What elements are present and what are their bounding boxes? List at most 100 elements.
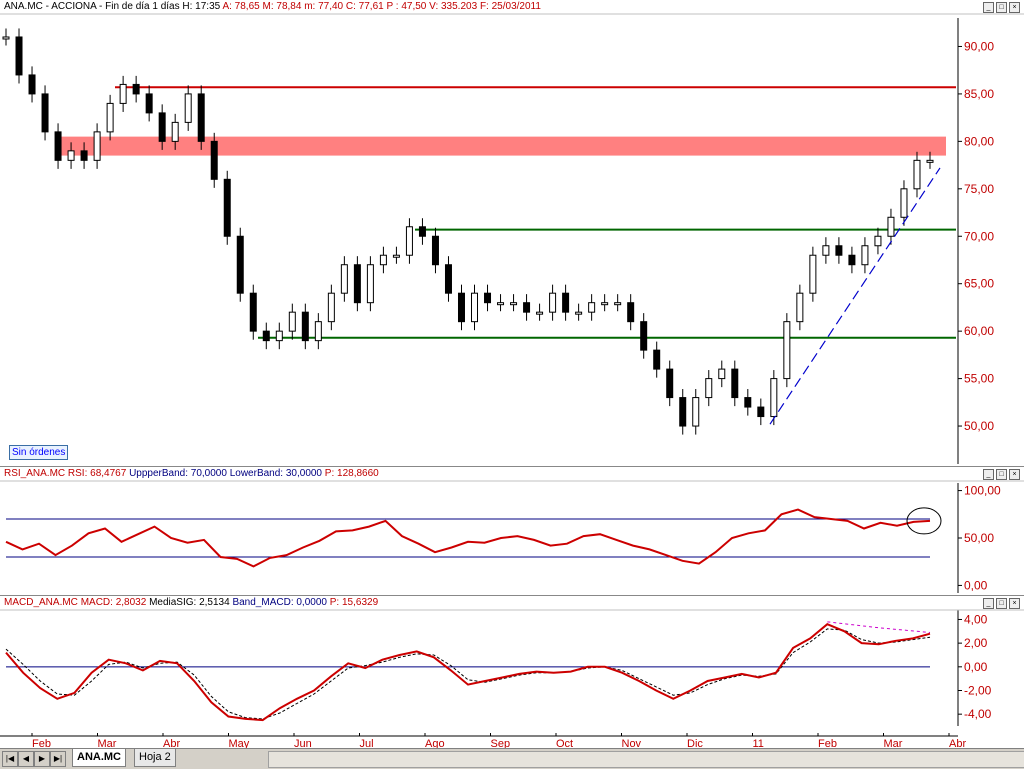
price-header-item: P : 47,50	[386, 1, 427, 12]
candle-body	[848, 254, 856, 266]
rsi-line	[5, 508, 931, 568]
y-tick-label: 0,00	[964, 578, 988, 592]
maximize-icon[interactable]: □	[996, 2, 1007, 13]
rsi-panel-window-buttons[interactable]: _ □ ×	[983, 469, 1020, 480]
macd-panel-window-buttons[interactable]: _ □ ×	[983, 598, 1020, 609]
y-tick-label: 65,00	[964, 277, 994, 291]
candle-body	[457, 292, 465, 323]
price-header-item: H: 17:35	[182, 1, 221, 12]
candle-body	[197, 93, 205, 142]
y-tick-label: 60,00	[964, 324, 994, 338]
x-tick-label: Jun	[294, 738, 312, 748]
candle-body	[67, 150, 75, 161]
candle-body	[679, 397, 687, 427]
rsi-highlight-circle	[906, 507, 942, 535]
rsi-panel-header: RSI_ANA.MC RSI: 68,4767 UppperBand: 70,0…	[0, 467, 1024, 481]
candle-body	[796, 292, 804, 323]
macd-signal-line	[5, 628, 931, 720]
candle-body	[223, 178, 231, 237]
orders-status-label[interactable]: Sin órdenes	[9, 445, 69, 460]
maximize-icon[interactable]: □	[996, 469, 1007, 480]
price-panel: ANA.MC - ACCIONA - Fin de día 1 días H: …	[0, 0, 1024, 467]
prev-sheet-button[interactable]: ◀	[18, 751, 34, 767]
candle-body	[913, 159, 921, 190]
maximize-icon[interactable]: □	[996, 598, 1007, 609]
y-tick-label: 75,00	[964, 182, 994, 196]
x-tick-label: Sep	[491, 738, 511, 748]
candle-body	[288, 311, 296, 332]
tab-ana-mc[interactable]: ANA.MC	[72, 749, 126, 767]
candle-body	[705, 378, 713, 399]
price-header-item: ANA.MC - ACCIONA - Fin de día 1 días	[4, 1, 180, 12]
candle-body	[275, 330, 283, 342]
candle-body	[301, 311, 309, 342]
divergence-line	[827, 621, 931, 633]
trend-line	[769, 167, 941, 425]
candle-body	[627, 302, 635, 323]
candle-body	[731, 368, 739, 399]
close-icon[interactable]: ×	[1009, 598, 1020, 609]
x-tick-label: Mar	[884, 738, 903, 748]
macd-chart: 4,00 2,00 0,00 -2,00 -4,00 Feb Mar Abr May Jun Jul…	[0, 609, 1024, 748]
candle-body	[614, 302, 622, 306]
candle-body	[549, 292, 557, 313]
close-icon[interactable]: ×	[1009, 2, 1020, 13]
candle-body	[510, 302, 518, 306]
candle-body	[15, 36, 23, 76]
minimize-icon[interactable]: _	[983, 469, 994, 480]
candle-body	[484, 292, 492, 304]
rsi-header-item: P: 128,8660	[324, 468, 379, 479]
candle-body	[822, 245, 830, 256]
last-sheet-button[interactable]: ▶|	[50, 751, 66, 767]
candle-body	[54, 131, 62, 161]
candle-body	[145, 93, 153, 114]
candle-body	[353, 264, 361, 304]
candle-body	[588, 302, 596, 313]
candle-body	[536, 311, 544, 315]
rsi-header-item: RSI_ANA.MC	[4, 468, 66, 479]
close-icon[interactable]: ×	[1009, 469, 1020, 480]
candle-body	[431, 235, 439, 266]
candle-body	[418, 226, 426, 237]
horizontal-scrollbar[interactable]	[268, 751, 1024, 768]
candle-body	[210, 140, 218, 180]
candle-body	[471, 292, 479, 323]
x-tick-label: Ago	[425, 738, 445, 748]
candle-body	[666, 368, 674, 399]
first-sheet-button[interactable]: |◀	[2, 751, 18, 767]
rsi-header-item: UppperBand: 70,0000	[129, 468, 227, 479]
macd-panel: MACD_ANA.MC MACD: 2,8032 MediaSIG: 2,513…	[0, 596, 1024, 748]
sheet-tab-bar: |◀ ◀ ▶ ▶| ANA.MC Hoja 2	[0, 748, 1024, 769]
candle-body	[106, 102, 114, 133]
candle-body	[640, 321, 648, 351]
next-sheet-button[interactable]: ▶	[34, 751, 50, 767]
y-tick-label: 70,00	[964, 229, 994, 243]
y-tick-label: 55,00	[964, 372, 994, 386]
price-header-item: V: 335.203	[429, 1, 478, 12]
candle-body	[314, 321, 322, 342]
macd-panel-header: MACD_ANA.MC MACD: 2,8032 MediaSIG: 2,513…	[0, 596, 1024, 610]
tab-hoja-2[interactable]: Hoja 2	[134, 749, 176, 767]
minimize-icon[interactable]: _	[983, 2, 994, 13]
macd-header-item: MediaSIG: 2,5134	[149, 597, 230, 608]
minimize-icon[interactable]: _	[983, 598, 994, 609]
y-tick-label: 4,00	[964, 612, 988, 626]
candle-body	[861, 245, 869, 266]
candle-body	[887, 216, 895, 237]
candle-body	[575, 311, 583, 315]
candle-body	[340, 264, 348, 294]
macd-header-item: MACD_ANA.MC	[4, 597, 78, 608]
y-tick-label: 50,00	[964, 531, 994, 545]
candle-body	[444, 264, 452, 294]
candle-body	[171, 121, 179, 142]
y-tick-label: 80,00	[964, 134, 994, 148]
y-tick-label: 90,00	[964, 39, 994, 53]
candle-body	[93, 131, 101, 161]
candle-body	[744, 397, 752, 408]
rsi-panel: RSI_ANA.MC RSI: 68,4767 UppperBand: 70,0…	[0, 467, 1024, 596]
price-header-item: C: 77,61	[345, 1, 384, 12]
price-panel-window-buttons[interactable]: _ □ ×	[983, 2, 1020, 13]
x-tick-label: Mar	[98, 738, 117, 748]
macd-header-item: Band_MACD: 0,0000	[232, 597, 327, 608]
candle-body	[236, 235, 244, 294]
